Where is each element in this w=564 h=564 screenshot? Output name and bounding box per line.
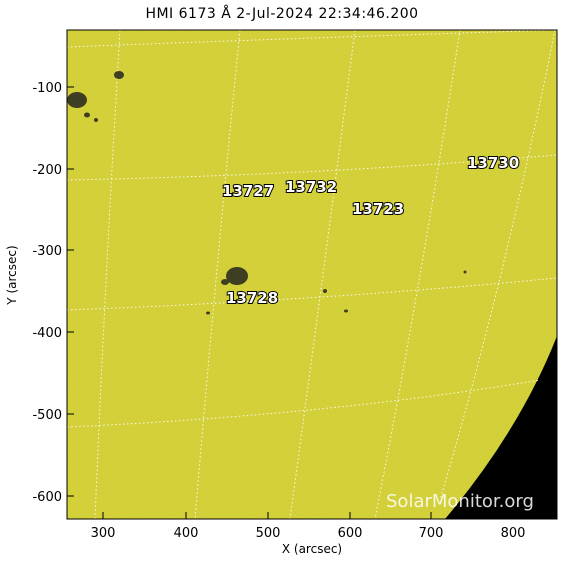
- y-tick-label: -100: [32, 81, 62, 96]
- region-label: 13732: [285, 178, 337, 196]
- y-axis-title: Y (arcsec): [5, 245, 19, 305]
- y-tick-label: -300: [32, 244, 62, 259]
- x-tick-label: 400: [174, 526, 199, 541]
- x-tick-label: 700: [419, 526, 444, 541]
- y-axis: -100 -200 -300 -400 -500 -600 Y (arcsec): [5, 81, 74, 505]
- region-label: 13728: [226, 289, 278, 307]
- sunspots: [67, 71, 467, 315]
- y-tick-label: -400: [32, 326, 62, 341]
- x-tick-label: 300: [91, 526, 116, 541]
- plot-frame: [66, 29, 558, 520]
- image-title: HMI 6173 Å 2-Jul-2024 22:34:46.200: [145, 6, 419, 22]
- x-tick-label: 500: [256, 526, 281, 541]
- active-region-labels: 13727 13732 13723 13730 13728: [221, 153, 520, 308]
- x-axis: 300 400 500 600 700 800 X (arcsec): [91, 512, 526, 556]
- x-axis-title: X (arcsec): [282, 542, 342, 556]
- watermark-text: SolarMonitor.org: [386, 491, 534, 512]
- region-label: 13730: [467, 154, 519, 172]
- off-limb-space: [445, 336, 557, 519]
- y-tick-label: -500: [32, 408, 62, 423]
- x-tick-label: 600: [338, 526, 363, 541]
- x-tick-label: 800: [501, 526, 526, 541]
- region-label: 13727: [222, 182, 274, 200]
- region-label: 13723: [352, 200, 404, 218]
- y-tick-label: -600: [32, 490, 62, 505]
- y-tick-label: -200: [32, 163, 62, 178]
- heliographic-grid: [67, 30, 557, 519]
